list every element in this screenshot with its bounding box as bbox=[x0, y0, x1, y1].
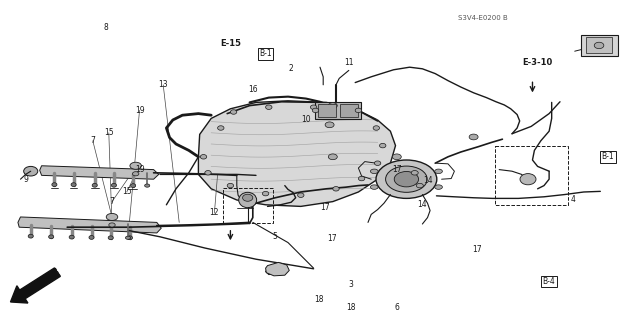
Ellipse shape bbox=[412, 171, 419, 175]
Text: 5: 5 bbox=[273, 232, 278, 241]
Polygon shape bbox=[18, 217, 161, 233]
Ellipse shape bbox=[108, 236, 113, 240]
Ellipse shape bbox=[392, 154, 401, 160]
Ellipse shape bbox=[132, 172, 139, 176]
Text: 8: 8 bbox=[103, 23, 108, 32]
Ellipse shape bbox=[200, 155, 207, 159]
Text: 1: 1 bbox=[599, 154, 604, 163]
Text: 15: 15 bbox=[122, 188, 132, 196]
Ellipse shape bbox=[374, 161, 381, 165]
Ellipse shape bbox=[230, 110, 237, 114]
Text: 9: 9 bbox=[23, 175, 28, 184]
Text: 18: 18 bbox=[314, 295, 323, 304]
Text: 14: 14 bbox=[417, 200, 428, 209]
Text: 11: 11 bbox=[344, 58, 353, 67]
Text: 17: 17 bbox=[392, 165, 402, 174]
Ellipse shape bbox=[371, 185, 378, 189]
Text: 17: 17 bbox=[472, 245, 482, 254]
Ellipse shape bbox=[520, 173, 536, 185]
Ellipse shape bbox=[298, 193, 304, 197]
Text: S3V4-E0200 B: S3V4-E0200 B bbox=[458, 15, 508, 20]
Text: 7: 7 bbox=[90, 136, 95, 145]
Ellipse shape bbox=[243, 194, 253, 201]
Ellipse shape bbox=[328, 103, 337, 108]
Text: E-15: E-15 bbox=[220, 39, 241, 48]
Polygon shape bbox=[198, 101, 396, 206]
FancyArrow shape bbox=[10, 268, 60, 303]
Ellipse shape bbox=[24, 166, 38, 176]
Ellipse shape bbox=[435, 169, 442, 173]
Ellipse shape bbox=[355, 108, 362, 113]
Ellipse shape bbox=[218, 126, 224, 130]
Ellipse shape bbox=[333, 187, 339, 191]
Ellipse shape bbox=[373, 126, 380, 130]
Bar bbox=[315, 102, 361, 119]
Text: B-1: B-1 bbox=[602, 152, 614, 161]
Text: FR.: FR. bbox=[51, 261, 67, 278]
Ellipse shape bbox=[385, 166, 428, 192]
Ellipse shape bbox=[69, 235, 74, 239]
Ellipse shape bbox=[145, 184, 150, 187]
Ellipse shape bbox=[394, 172, 419, 187]
Ellipse shape bbox=[371, 169, 378, 173]
Ellipse shape bbox=[92, 183, 97, 187]
Ellipse shape bbox=[109, 223, 115, 227]
Text: 7: 7 bbox=[109, 197, 115, 206]
Bar bbox=[340, 104, 358, 117]
Text: 6: 6 bbox=[394, 303, 399, 312]
Ellipse shape bbox=[595, 42, 604, 49]
Ellipse shape bbox=[312, 108, 319, 113]
Ellipse shape bbox=[28, 234, 33, 238]
Ellipse shape bbox=[376, 160, 436, 198]
Ellipse shape bbox=[239, 192, 257, 208]
Bar bbox=[581, 35, 618, 56]
Ellipse shape bbox=[349, 111, 355, 116]
Bar bbox=[586, 37, 612, 53]
Text: 15: 15 bbox=[104, 128, 114, 137]
Ellipse shape bbox=[131, 184, 136, 188]
Ellipse shape bbox=[325, 122, 334, 128]
Ellipse shape bbox=[49, 235, 54, 239]
Ellipse shape bbox=[52, 183, 57, 187]
Ellipse shape bbox=[227, 183, 234, 188]
Text: 10: 10 bbox=[301, 116, 311, 124]
Ellipse shape bbox=[125, 236, 131, 239]
Ellipse shape bbox=[111, 183, 116, 187]
Text: 12: 12 bbox=[210, 208, 219, 217]
Text: B-4: B-4 bbox=[543, 277, 556, 286]
Text: 18: 18 bbox=[346, 303, 355, 312]
Text: 19: 19 bbox=[134, 165, 145, 174]
Text: 17: 17 bbox=[326, 234, 337, 243]
Text: 3: 3 bbox=[348, 280, 353, 289]
Bar bbox=[318, 104, 336, 117]
Text: 14: 14 bbox=[422, 176, 433, 185]
Ellipse shape bbox=[310, 105, 317, 109]
Text: 19: 19 bbox=[134, 106, 145, 115]
Ellipse shape bbox=[358, 176, 365, 181]
Polygon shape bbox=[266, 262, 289, 276]
Text: B-1: B-1 bbox=[259, 49, 272, 58]
Ellipse shape bbox=[380, 143, 386, 148]
Text: 2: 2 bbox=[289, 64, 294, 73]
Polygon shape bbox=[40, 166, 159, 179]
Ellipse shape bbox=[106, 213, 118, 220]
Text: E-3-10: E-3-10 bbox=[522, 58, 553, 67]
Text: 17: 17 bbox=[320, 204, 330, 212]
Text: 4: 4 bbox=[570, 196, 575, 204]
Ellipse shape bbox=[469, 134, 478, 140]
Ellipse shape bbox=[262, 191, 269, 196]
Ellipse shape bbox=[328, 154, 337, 160]
Ellipse shape bbox=[71, 183, 76, 187]
Ellipse shape bbox=[266, 105, 272, 109]
Text: 13: 13 bbox=[158, 80, 168, 89]
Text: 16: 16 bbox=[248, 85, 258, 94]
Ellipse shape bbox=[127, 236, 132, 240]
Ellipse shape bbox=[89, 236, 94, 239]
Ellipse shape bbox=[130, 162, 141, 169]
Ellipse shape bbox=[435, 185, 442, 189]
Ellipse shape bbox=[417, 183, 424, 188]
Ellipse shape bbox=[205, 171, 211, 175]
